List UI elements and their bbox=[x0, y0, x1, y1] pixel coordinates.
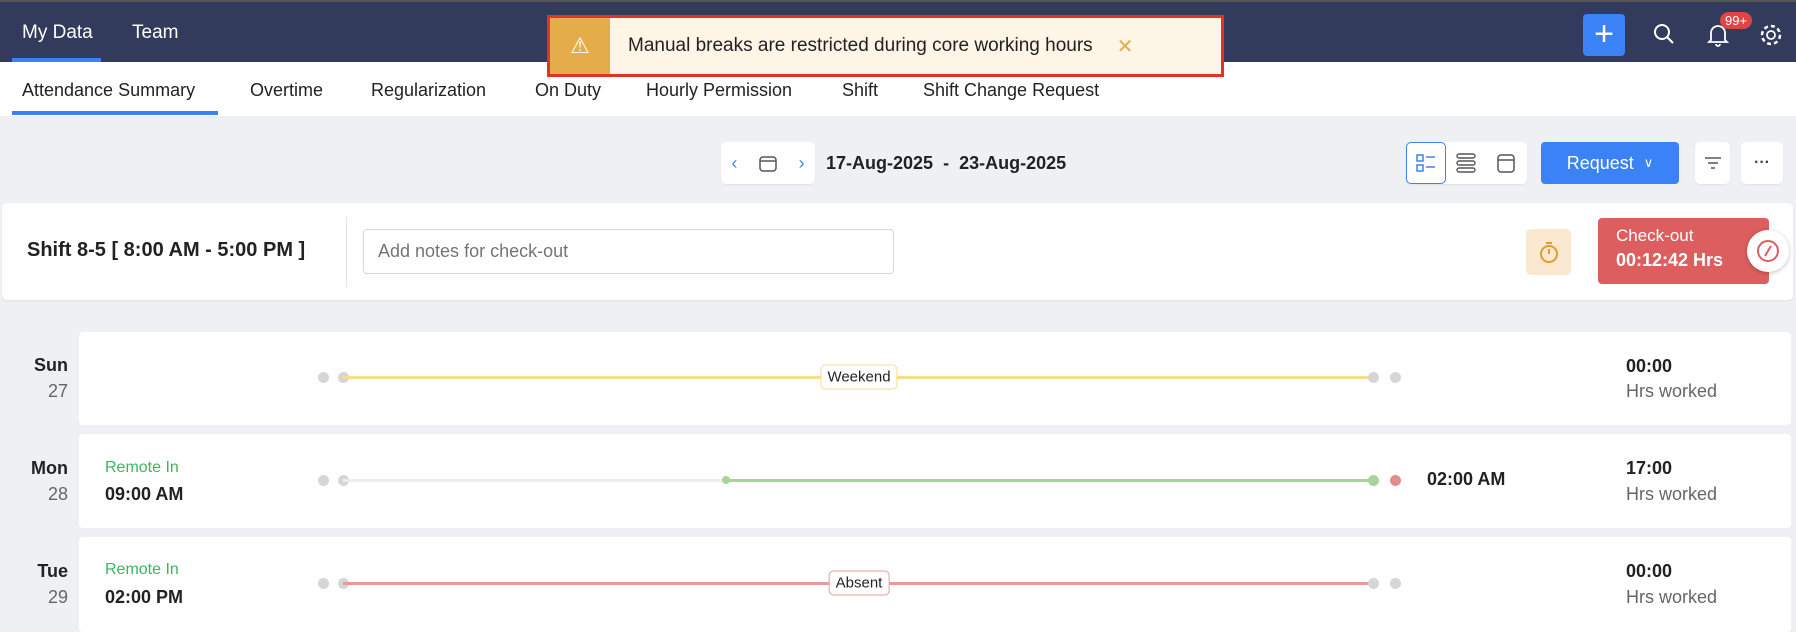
break-timer-button[interactable] bbox=[1526, 229, 1571, 275]
tab-regularization[interactable]: Regularization bbox=[371, 80, 487, 100]
active-subtab-indicator bbox=[12, 111, 218, 115]
worked-line bbox=[726, 479, 1373, 482]
warning-icon: ⚠ bbox=[550, 18, 610, 74]
checkout-time: 02:00 AM bbox=[1427, 469, 1506, 489]
request-button[interactable]: Request ∨ bbox=[1541, 142, 1679, 184]
add-button[interactable]: + bbox=[1583, 14, 1625, 56]
date-separator: - bbox=[943, 153, 950, 173]
hours-worked-value: 17:00 bbox=[1626, 458, 1673, 478]
hours-worked-label: Hrs worked bbox=[1626, 587, 1718, 607]
calendar-icon[interactable] bbox=[758, 153, 778, 173]
stopwatch-icon bbox=[1539, 242, 1558, 263]
start-date: 17-Aug-2025 bbox=[826, 153, 934, 173]
checkout-button[interactable]: Check-out 00:12:42 Hrs bbox=[1598, 218, 1769, 284]
divider bbox=[346, 217, 347, 287]
checkout-timer: 00:12:42 Hrs bbox=[1616, 250, 1724, 270]
timeline-dot bbox=[1368, 475, 1379, 486]
tab-on-duty[interactable]: On Duty bbox=[535, 80, 602, 100]
tab-shift-change-request[interactable]: Shift Change Request bbox=[923, 80, 1100, 100]
chevron-left-icon[interactable]: ‹ bbox=[731, 152, 738, 173]
timeline-dot bbox=[318, 372, 329, 383]
compass-icon bbox=[1757, 240, 1779, 262]
shift-label: Shift 8-5 [ 8:00 AM - 5:00 PM ] bbox=[27, 239, 306, 261]
bell-icon[interactable] bbox=[1706, 22, 1730, 48]
timeline-dot bbox=[1390, 372, 1401, 383]
active-tab-indicator bbox=[12, 58, 101, 62]
list-detail-view-icon[interactable] bbox=[1406, 142, 1446, 184]
day-date: 27 bbox=[47, 381, 68, 401]
chevron-right-icon[interactable]: › bbox=[798, 152, 805, 173]
date-navigator: ‹ › bbox=[721, 142, 815, 184]
filter-button[interactable] bbox=[1695, 142, 1730, 184]
filter-icon bbox=[1704, 157, 1721, 169]
more-options-button[interactable]: ··· bbox=[1741, 142, 1783, 184]
list-view-icon[interactable] bbox=[1446, 142, 1486, 184]
tab-team[interactable]: Team bbox=[132, 22, 179, 43]
day-date: 28 bbox=[47, 484, 68, 504]
tab-hourly-permission[interactable]: Hourly Permission bbox=[646, 80, 793, 100]
notification-badge: 99+ bbox=[1720, 12, 1753, 29]
location-compass-button[interactable] bbox=[1747, 230, 1789, 272]
idle-line bbox=[343, 479, 726, 482]
calendar-view-icon[interactable] bbox=[1486, 142, 1526, 184]
checkout-marker bbox=[1390, 475, 1401, 486]
checkin-type: Remote In bbox=[105, 459, 179, 476]
shift-card: Shift 8-5 [ 8:00 AM - 5:00 PM ] Check-ou… bbox=[2, 203, 1793, 300]
toast-message: Manual breaks are restricted during core… bbox=[628, 35, 1093, 56]
timeline-dot bbox=[318, 475, 329, 486]
absent-badge: Absent bbox=[828, 570, 890, 596]
view-toggle bbox=[1406, 142, 1527, 184]
chevron-down-icon: ∨ bbox=[1643, 155, 1654, 170]
gear-icon[interactable] bbox=[1758, 22, 1784, 48]
checkin-time: 09:00 AM bbox=[105, 484, 184, 504]
checkin-time: 02:00 PM bbox=[105, 587, 184, 607]
timeline-dot bbox=[1368, 372, 1379, 383]
date-range: 17-Aug-2025 - 23-Aug-2025 bbox=[826, 153, 1066, 174]
hours-worked-label: Hrs worked bbox=[1626, 484, 1718, 504]
hours-worked-label: Hrs worked bbox=[1626, 381, 1718, 401]
tab-shift[interactable]: Shift bbox=[842, 80, 879, 100]
request-label: Request bbox=[1566, 152, 1634, 173]
hours-worked-value: 00:00 bbox=[1626, 561, 1673, 581]
tab-overtime[interactable]: Overtime bbox=[250, 80, 324, 100]
search-icon[interactable] bbox=[1652, 22, 1676, 46]
checkout-label: Check-out bbox=[1616, 226, 1694, 245]
close-icon[interactable]: ✕ bbox=[1116, 35, 1134, 58]
tab-my-data[interactable]: My Data bbox=[22, 22, 93, 43]
weekend-badge: Weekend bbox=[820, 364, 898, 390]
end-date: 23-Aug-2025 bbox=[959, 153, 1067, 173]
checkin-type: Remote In bbox=[105, 561, 179, 578]
checkout-notes-input[interactable] bbox=[363, 229, 894, 274]
day-date: 29 bbox=[47, 587, 68, 607]
tab-attendance-summary[interactable]: Attendance Summary bbox=[22, 80, 196, 100]
day-name: Sun bbox=[34, 355, 68, 375]
timeline-dot bbox=[1368, 578, 1379, 589]
warning-toast: ⚠ Manual breaks are restricted during co… bbox=[547, 15, 1224, 77]
day-name: Tue bbox=[37, 561, 68, 581]
day-name: Mon bbox=[31, 458, 68, 478]
hours-worked-value: 00:00 bbox=[1626, 356, 1673, 376]
timeline-dot bbox=[318, 578, 329, 589]
timeline-dot bbox=[1390, 578, 1401, 589]
